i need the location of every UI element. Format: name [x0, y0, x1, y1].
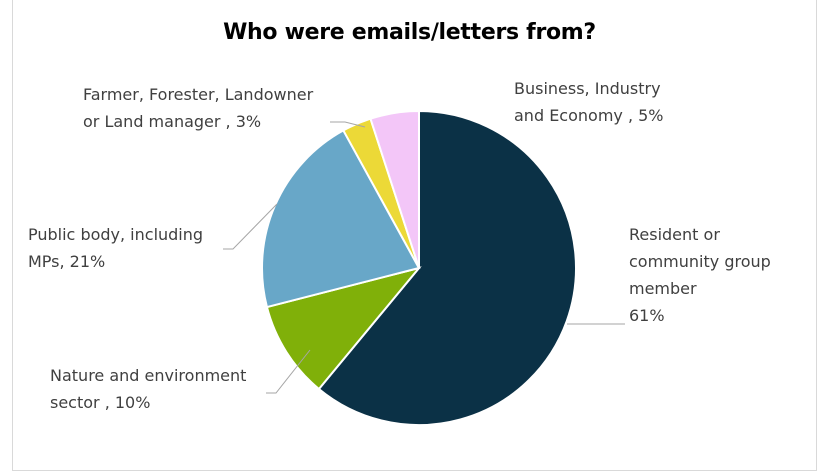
slice-label-line: and Economy , 5% — [514, 106, 664, 125]
chart-title: Who were emails/letters from? — [223, 20, 596, 45]
slice-label-4: Farmer, Forester, Landowner or Land manag… — [83, 85, 314, 131]
slice-label-line: sector , 10% — [50, 393, 150, 412]
slice-label-line: community group — [629, 252, 771, 271]
slice-label-line: MPs, 21% — [28, 252, 105, 271]
slice-label-line: or Land manager , 3% — [83, 112, 261, 131]
leader-line-4 — [330, 121, 366, 128]
pie-slice-5 — [369, 109, 420, 269]
slice-label-line: Nature and environment — [50, 366, 246, 385]
slice-label-line: Resident or — [629, 225, 720, 244]
slice-label-line: Farmer, Forester, Landowner — [83, 85, 314, 104]
slice-label-1: Resident or community group member 61% — [629, 225, 771, 325]
slice-label-line: Public body, including — [28, 225, 203, 244]
slice-label-3: Public body, including MPs, 21% — [28, 225, 203, 271]
slice-label-line: 61% — [629, 306, 665, 325]
slice-label-5: Business, Industry and Economy , 5% — [514, 79, 664, 125]
slice-label-2: Nature and environment sector , 10% — [50, 366, 246, 412]
leader-line-3 — [223, 203, 278, 250]
slice-label-line: member — [629, 279, 697, 298]
slice-label-line: Business, Industry — [514, 79, 661, 98]
pie-slice-1 — [317, 109, 577, 426]
leader-line-2 — [266, 349, 311, 394]
